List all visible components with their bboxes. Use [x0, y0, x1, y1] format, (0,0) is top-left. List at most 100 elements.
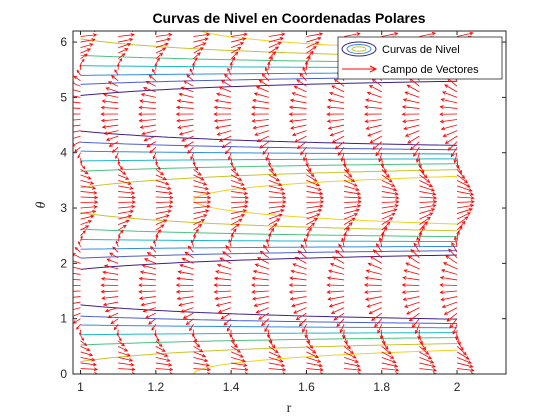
vector-arrow [190, 239, 194, 247]
legend-contour-icon [341, 41, 377, 57]
vector-arrow [439, 290, 458, 295]
vector-arrow [184, 251, 194, 259]
vector-arrow [138, 118, 156, 123]
vector-arrow [193, 335, 197, 343]
vector-arrow [73, 89, 81, 93]
vector-arrow [80, 38, 96, 43]
vector-arrow [306, 55, 311, 65]
vector-arrow [138, 296, 156, 301]
vector-arrow [186, 74, 194, 82]
vector-arrow [414, 324, 420, 335]
vector-arrow [372, 141, 383, 150]
vector-arrow [193, 357, 209, 363]
vector-arrow [381, 180, 396, 187]
vector-arrow [419, 191, 437, 196]
x-tick-label: 1.8 [373, 380, 390, 394]
vector-arrow [106, 258, 119, 264]
vector-arrow [456, 220, 466, 231]
vector-arrow [344, 372, 362, 374]
vector-arrow [138, 105, 156, 110]
vector-arrow [230, 56, 235, 65]
vector-arrow [442, 91, 458, 98]
vector-arrow [268, 218, 281, 225]
vector-arrow [73, 284, 81, 286]
vector-arrow [155, 57, 160, 65]
vector-arrow [381, 200, 400, 204]
vector-arrow [343, 217, 356, 225]
vector-arrow [193, 57, 198, 65]
vector-arrow [223, 318, 232, 326]
vector-arrow [100, 112, 119, 116]
vector-arrow [73, 307, 81, 311]
vector-arrow [118, 209, 135, 214]
vector-arrow [155, 345, 166, 352]
vector-arrow [187, 146, 194, 154]
vector-arrow [73, 266, 81, 270]
vector-arrow [419, 372, 438, 374]
x-axis-ticks: 1 1.2 1.4 1.6 1.8 2 [77, 31, 461, 394]
vector-arrow [228, 238, 232, 247]
vector-arrow [418, 158, 422, 169]
vector-arrow [329, 130, 345, 137]
vector-arrow [343, 174, 356, 183]
vector-arrow [230, 351, 244, 358]
vector-arrow [444, 84, 458, 93]
vector-arrow [231, 200, 249, 204]
y-tick-label: 4 [60, 146, 67, 160]
vector-arrow [155, 362, 173, 367]
vector-arrow [138, 283, 156, 288]
vector-arrow [419, 196, 438, 200]
vector-arrow [155, 37, 172, 43]
vector-arrow [220, 312, 232, 320]
vector-arrow [224, 146, 232, 155]
vector-arrow [364, 296, 382, 301]
x-tick-label: 2 [454, 380, 461, 394]
vector-arrow [327, 98, 345, 104]
vector-arrow [253, 301, 269, 308]
vector-arrow [439, 105, 458, 109]
vector-arrow [80, 168, 89, 175]
vector-arrow [371, 312, 382, 321]
vector-arrow [419, 351, 432, 360]
vector-arrow [155, 372, 174, 374]
vector-arrow [80, 335, 84, 341]
vector-arrow [290, 269, 307, 275]
vector-arrow [155, 224, 165, 231]
vector-arrow [300, 243, 307, 253]
vector-arrow [454, 329, 459, 341]
vector-arrow [404, 301, 420, 308]
vector-arrow [381, 226, 387, 236]
vector-arrow [193, 42, 207, 48]
vector-arrow [231, 357, 246, 363]
vector-arrow [306, 213, 321, 220]
vector-arrow [302, 324, 307, 333]
vector-arrow [231, 372, 249, 374]
vector-arrow [223, 73, 232, 82]
vector-arrow [155, 158, 158, 166]
vector-arrow [155, 204, 173, 209]
vector-arrow [364, 290, 382, 294]
vector-arrow [80, 174, 92, 180]
vector-arrow [213, 276, 232, 281]
vector-arrow [73, 312, 81, 318]
vector-arrow [344, 204, 362, 209]
vector-arrow [118, 200, 136, 204]
vector-arrow [407, 255, 420, 264]
vector-arrow [214, 98, 232, 104]
vector-arrow [380, 158, 385, 169]
vector-arrow [456, 169, 466, 179]
vector-arrow [288, 283, 307, 287]
vector-arrow [151, 323, 157, 331]
vector-arrow [306, 222, 316, 231]
legend: Curvas de Nivel Campo de Vectores [337, 36, 503, 80]
vector-arrow [78, 240, 81, 247]
vector-arrow [80, 205, 98, 209]
vector-arrow [117, 58, 123, 65]
vector-arrow [253, 92, 269, 98]
vector-arrow [402, 296, 420, 301]
vector-arrow [177, 270, 194, 275]
vector-arrow [268, 179, 283, 186]
vector-arrow [190, 152, 194, 160]
vector-arrow [333, 78, 345, 87]
vector-arrow [77, 152, 81, 159]
